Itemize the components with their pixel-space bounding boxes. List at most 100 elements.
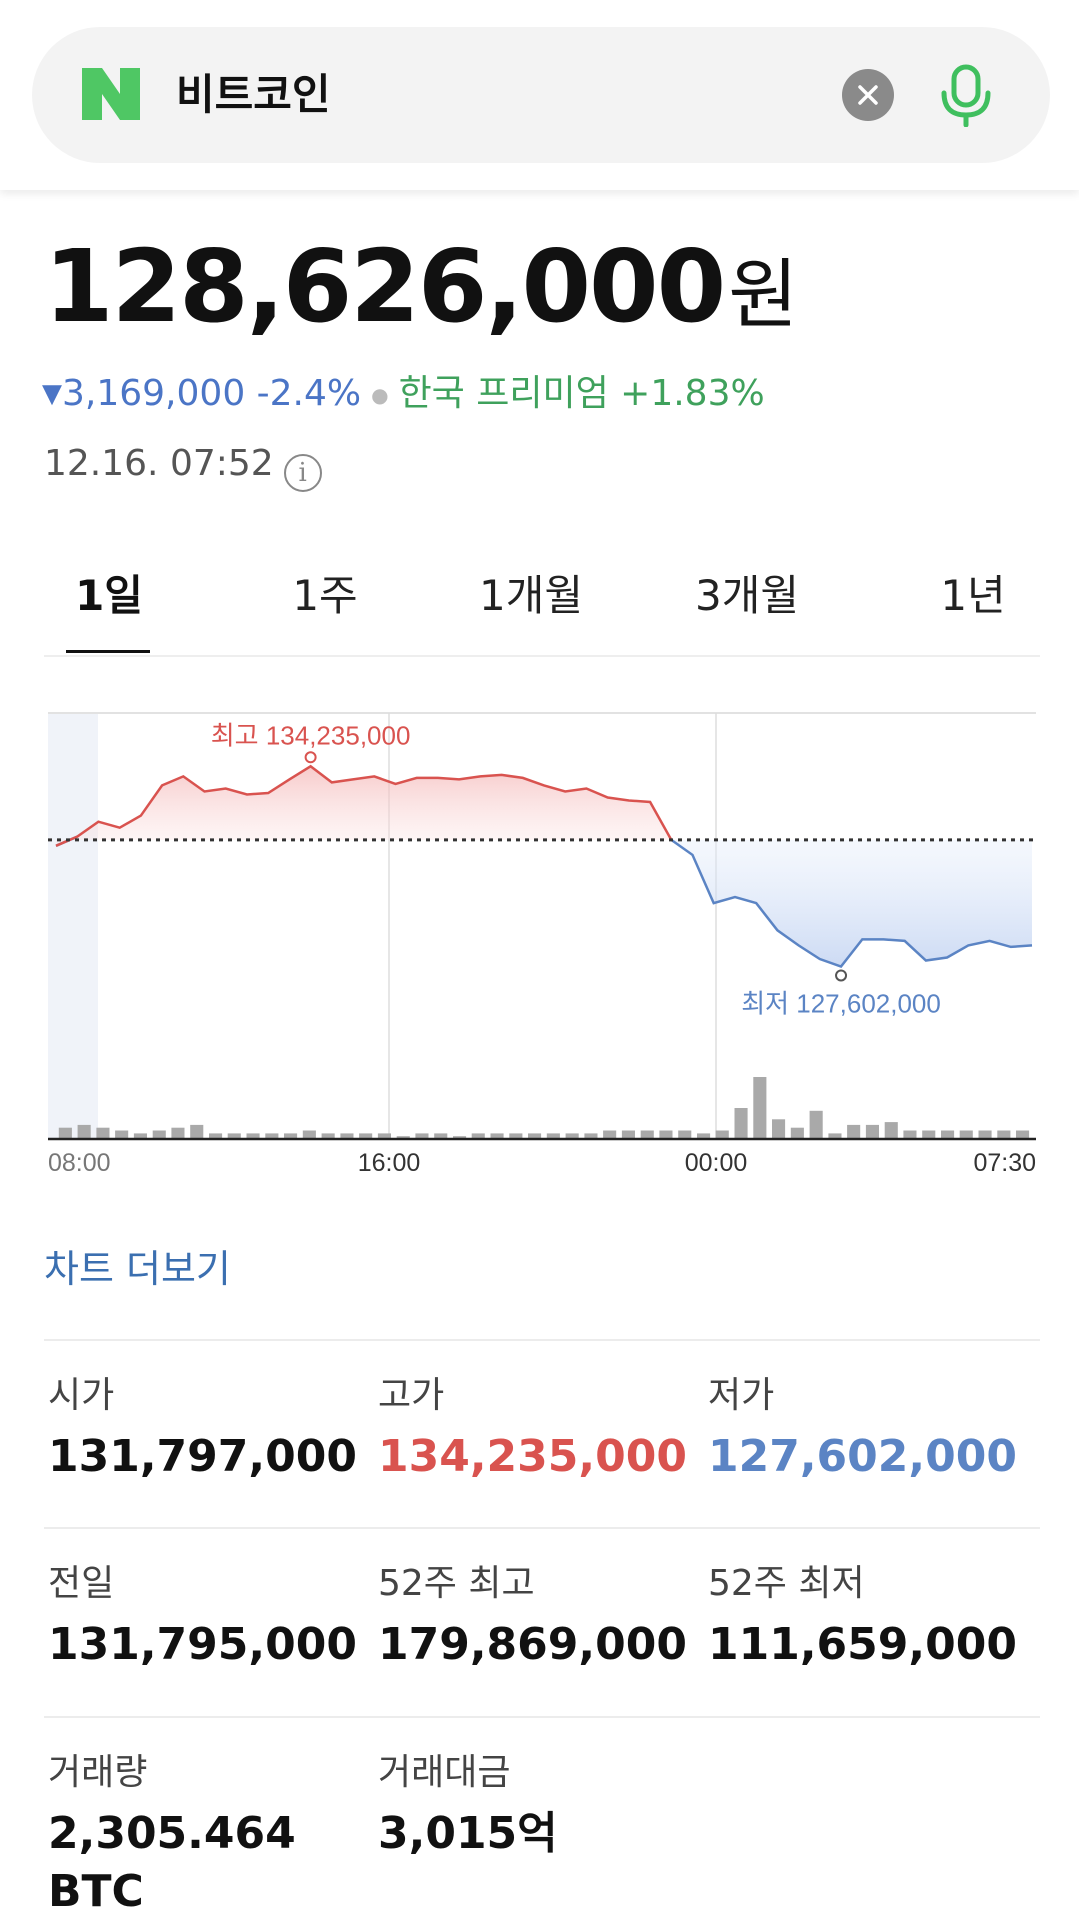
period-tabs: 1일 1주 1개월 3개월 1년 bbox=[44, 560, 1040, 656]
stat-high-label: 고가 bbox=[378, 1375, 445, 1416]
active-tab-indicator bbox=[66, 650, 150, 653]
volume-bar bbox=[847, 1124, 861, 1139]
volume-bar bbox=[359, 1133, 373, 1139]
search-query[interactable]: 비트코인 bbox=[176, 70, 331, 119]
microphone-icon[interactable] bbox=[937, 63, 995, 127]
tab-3month[interactable]: 3개월 bbox=[694, 571, 799, 620]
volume-bar bbox=[490, 1133, 504, 1139]
volume-bar bbox=[546, 1133, 560, 1139]
stat-open-label: 시가 bbox=[48, 1375, 115, 1416]
stat-low-value: 127,602,000 bbox=[708, 1431, 1017, 1482]
stat-high-value: 134,235,000 bbox=[378, 1431, 687, 1482]
price-chart[interactable]: 최고 134,235,000 최저 127,602,000 08:00 16:0… bbox=[44, 705, 1040, 1185]
stat-low: 저가 127,602,000 bbox=[708, 1372, 1017, 1486]
volume-bar bbox=[922, 1130, 936, 1139]
volume-bar bbox=[190, 1124, 204, 1139]
volume-bar bbox=[453, 1136, 467, 1139]
chart-area-fills bbox=[56, 766, 1032, 967]
volume-bar bbox=[978, 1130, 992, 1139]
tab-1month[interactable]: 1개월 bbox=[478, 571, 583, 620]
volume-bar bbox=[584, 1133, 598, 1139]
volume-bar bbox=[565, 1133, 579, 1139]
low-label: 최저 127,602,000 bbox=[741, 988, 941, 1018]
stat-52w-low: 52주 최저 111,659,000 bbox=[708, 1560, 1017, 1674]
stat-52w-high-label: 52주 최고 bbox=[378, 1563, 535, 1604]
current-price: 128,626,000원 bbox=[44, 232, 798, 350]
volume-bar bbox=[753, 1077, 767, 1139]
volume-bar bbox=[790, 1127, 804, 1139]
volume-bar bbox=[884, 1122, 898, 1139]
volume-bar bbox=[471, 1133, 485, 1139]
volume-bar bbox=[58, 1127, 72, 1139]
info-icon[interactable]: i bbox=[283, 454, 322, 492]
stat-turnover: 거래대금 3,015억 bbox=[378, 1749, 558, 1863]
separator-dot: ● bbox=[371, 383, 389, 407]
stat-high: 고가 134,235,000 bbox=[378, 1372, 687, 1486]
stat-prev-close: 전일 131,795,000 bbox=[48, 1560, 357, 1674]
stat-prev-close-label: 전일 bbox=[48, 1563, 115, 1604]
more-chart-link[interactable]: 차트 더보기 bbox=[44, 1247, 231, 1291]
stat-turnover-value: 3,015억 bbox=[378, 1808, 558, 1859]
volume-bar bbox=[133, 1133, 147, 1139]
volume-bar bbox=[678, 1130, 692, 1139]
price-change: 3,169,000 -2.4% bbox=[62, 373, 362, 414]
series-line-up bbox=[55, 764, 673, 847]
volume-bar bbox=[809, 1110, 823, 1139]
low-marker bbox=[835, 969, 848, 982]
x-tick-1600: 16:00 bbox=[358, 1149, 421, 1177]
stat-52w-low-label: 52주 최저 bbox=[708, 1563, 865, 1604]
clear-search-button[interactable] bbox=[842, 69, 894, 121]
high-label: 최고 134,235,000 bbox=[211, 720, 411, 750]
stat-volume-label: 거래량 bbox=[48, 1752, 148, 1793]
stat-open-value: 131,797,000 bbox=[48, 1431, 357, 1482]
tab-1year[interactable]: 1년 bbox=[940, 571, 1006, 620]
tab-1week[interactable]: 1주 bbox=[292, 571, 358, 620]
volume-bar bbox=[302, 1130, 316, 1139]
search-bar[interactable]: 비트코인 bbox=[32, 27, 1050, 163]
volume-bar bbox=[77, 1124, 91, 1139]
volume-bar bbox=[828, 1133, 842, 1139]
volume-bar bbox=[377, 1133, 391, 1139]
tab-1day[interactable]: 1일 bbox=[75, 571, 143, 620]
timestamp-text: 12.16. 07:52 bbox=[44, 443, 274, 484]
price-value: 128,626,000 bbox=[44, 228, 726, 345]
volume-bar bbox=[941, 1130, 955, 1139]
x-tick-0000: 00:00 bbox=[685, 1149, 748, 1177]
price-unit: 원 bbox=[728, 250, 798, 339]
volume-bar bbox=[209, 1133, 223, 1139]
down-area bbox=[671, 839, 1032, 967]
volume-bar bbox=[171, 1127, 185, 1139]
extreme-markers bbox=[304, 751, 848, 982]
stat-52w-low-value: 111,659,000 bbox=[708, 1619, 1017, 1670]
x-tick-0730: 07:30 bbox=[973, 1149, 1036, 1177]
korea-premium: 한국 프리미엄 +1.83% bbox=[398, 373, 765, 414]
stat-low-label: 저가 bbox=[708, 1375, 775, 1416]
stat-turnover-label: 거래대금 bbox=[378, 1752, 511, 1793]
stat-52w-high: 52주 최고 179,869,000 bbox=[378, 1560, 687, 1674]
naver-logo-icon[interactable] bbox=[82, 68, 140, 120]
volume-bar bbox=[1016, 1130, 1030, 1139]
down-arrow-icon: ▼ bbox=[42, 379, 62, 409]
volume-bar bbox=[772, 1119, 786, 1139]
change-row: ▼3,169,000 -2.4% ● 한국 프리미엄 +1.83% bbox=[42, 372, 765, 417]
stat-prev-close-value: 131,795,000 bbox=[48, 1619, 357, 1670]
series-line-down bbox=[670, 838, 1033, 968]
volume-bar bbox=[734, 1108, 748, 1139]
stat-volume: 거래량 2,305.464 BTC bbox=[48, 1749, 296, 1921]
stat-52w-high-value: 179,869,000 bbox=[378, 1619, 687, 1670]
volume-bar bbox=[621, 1130, 635, 1139]
volume-bar bbox=[227, 1133, 241, 1139]
volume-bar bbox=[659, 1130, 673, 1139]
divider-3 bbox=[44, 1716, 1040, 1718]
volume-bar bbox=[340, 1133, 354, 1139]
volume-bar bbox=[640, 1130, 654, 1139]
volume-bar bbox=[321, 1133, 335, 1139]
volume-bars bbox=[58, 1077, 1030, 1139]
volume-bar bbox=[865, 1124, 879, 1139]
volume-bar bbox=[903, 1130, 917, 1139]
tabs-divider bbox=[44, 655, 1040, 657]
stat-volume-value: 2,305.464 bbox=[48, 1808, 296, 1859]
volume-bar bbox=[246, 1133, 260, 1139]
divider-2 bbox=[44, 1527, 1040, 1529]
volume-bar bbox=[152, 1130, 166, 1139]
